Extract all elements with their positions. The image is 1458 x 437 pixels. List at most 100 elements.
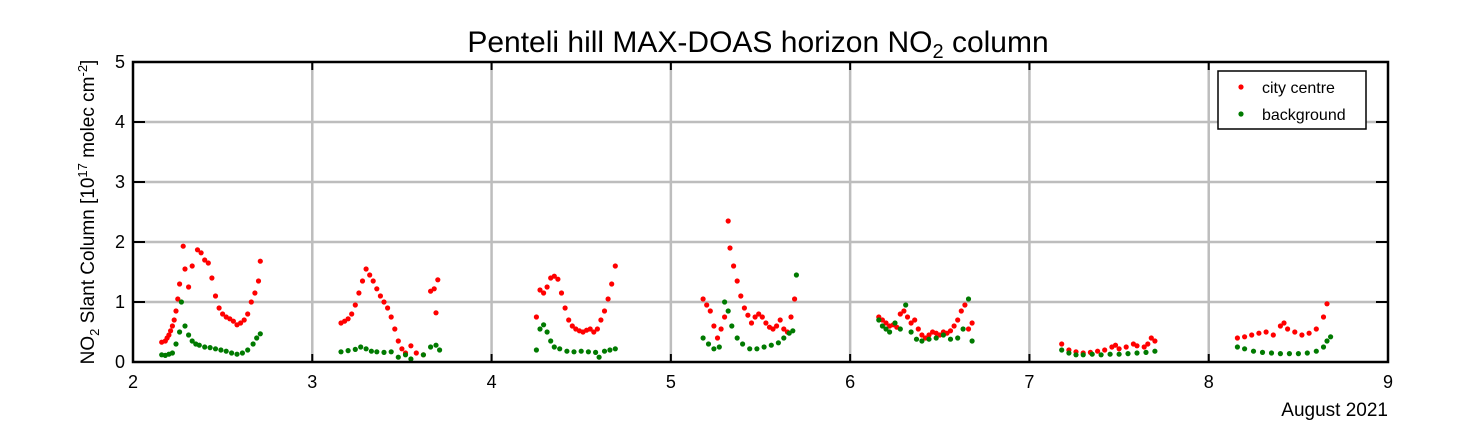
data-point <box>1141 344 1147 350</box>
data-point <box>775 340 782 346</box>
data-point <box>338 349 344 355</box>
data-point <box>205 260 211 266</box>
data-point <box>958 308 964 314</box>
y-tick-label: 0 <box>115 352 125 372</box>
data-point <box>229 350 235 356</box>
data-point <box>754 346 760 352</box>
data-point <box>1080 352 1086 358</box>
data-point <box>420 352 426 358</box>
data-point <box>551 344 557 350</box>
data-point <box>186 332 192 338</box>
data-point <box>1112 342 1119 348</box>
data-point <box>358 344 364 350</box>
data-point <box>392 326 398 332</box>
x-tick-label: 5 <box>666 372 676 392</box>
x-tick-label: 4 <box>487 372 497 392</box>
data-point <box>1123 344 1129 350</box>
data-point <box>727 245 733 251</box>
data-point <box>1242 334 1248 340</box>
data-point <box>352 302 358 308</box>
data-point <box>395 354 401 360</box>
data-point <box>171 317 177 323</box>
data-point <box>1152 348 1158 354</box>
data-point <box>209 275 215 281</box>
ylabel-sub: 2 <box>87 329 102 336</box>
x-tick-label: 2 <box>128 372 138 392</box>
data-point <box>1263 329 1269 335</box>
data-point <box>363 346 369 352</box>
data-point <box>897 326 903 332</box>
data-point <box>388 349 394 355</box>
data-point <box>1102 347 1108 353</box>
data-point <box>175 296 181 302</box>
data-point <box>166 332 172 338</box>
data-point <box>1098 352 1104 358</box>
x-tick-label: 8 <box>1204 372 1214 392</box>
data-point <box>969 320 975 326</box>
data-point <box>1116 351 1122 357</box>
y-tick-label: 4 <box>115 112 125 132</box>
data-point <box>601 348 608 354</box>
data-point <box>1277 351 1283 357</box>
data-point <box>182 266 188 272</box>
data-point <box>725 218 731 224</box>
data-points <box>159 218 1334 362</box>
data-point <box>781 326 787 332</box>
data-point <box>734 278 740 284</box>
data-point <box>752 314 758 320</box>
chart-title: Penteli hill MAX-DOAS horizon NO2 column <box>467 26 1048 63</box>
title-tail: column <box>944 26 1049 59</box>
y-tick-label: 3 <box>115 172 125 192</box>
plot-frame <box>131 60 1390 364</box>
data-point <box>609 281 615 287</box>
y-tick-label: 1 <box>115 292 125 312</box>
data-point <box>239 350 245 356</box>
legend-label-background: background <box>1262 107 1346 124</box>
data-point <box>594 326 601 332</box>
data-point <box>903 302 909 308</box>
data-point <box>551 273 557 279</box>
data-point <box>168 328 174 334</box>
data-point <box>558 290 565 296</box>
data-point <box>571 349 577 355</box>
data-point <box>198 250 204 256</box>
data-point <box>1259 349 1266 355</box>
data-point <box>218 347 224 353</box>
data-point <box>1107 351 1113 357</box>
data-point <box>711 323 717 329</box>
data-point <box>883 320 889 326</box>
data-point <box>367 272 373 278</box>
data-point <box>533 314 540 320</box>
data-point <box>761 344 767 350</box>
data-point <box>399 346 405 352</box>
x-tick-label: 6 <box>845 372 855 392</box>
data-point <box>413 350 419 356</box>
data-point <box>793 272 800 278</box>
data-point <box>965 326 972 332</box>
data-point <box>212 346 219 352</box>
data-point <box>607 347 613 353</box>
data-point <box>740 341 746 347</box>
ylabel-mid: Slant Column [10 <box>78 178 99 329</box>
data-point <box>768 342 774 348</box>
data-point <box>711 346 717 352</box>
y-tick-label: 2 <box>115 232 125 252</box>
data-point <box>965 296 972 302</box>
data-point <box>593 349 599 355</box>
data-point <box>196 342 202 348</box>
data-point <box>433 342 439 348</box>
data-point <box>428 344 434 350</box>
data-point <box>374 349 380 355</box>
data-point <box>177 281 183 287</box>
data-point <box>186 284 192 290</box>
data-point <box>714 335 721 341</box>
data-point <box>1324 301 1330 307</box>
data-point <box>1249 332 1255 338</box>
data-point <box>173 308 179 314</box>
data-point <box>747 346 753 352</box>
data-point <box>947 328 954 334</box>
data-point <box>245 311 251 317</box>
data-point <box>700 296 706 302</box>
data-point <box>359 278 366 284</box>
data-point <box>1148 335 1154 341</box>
